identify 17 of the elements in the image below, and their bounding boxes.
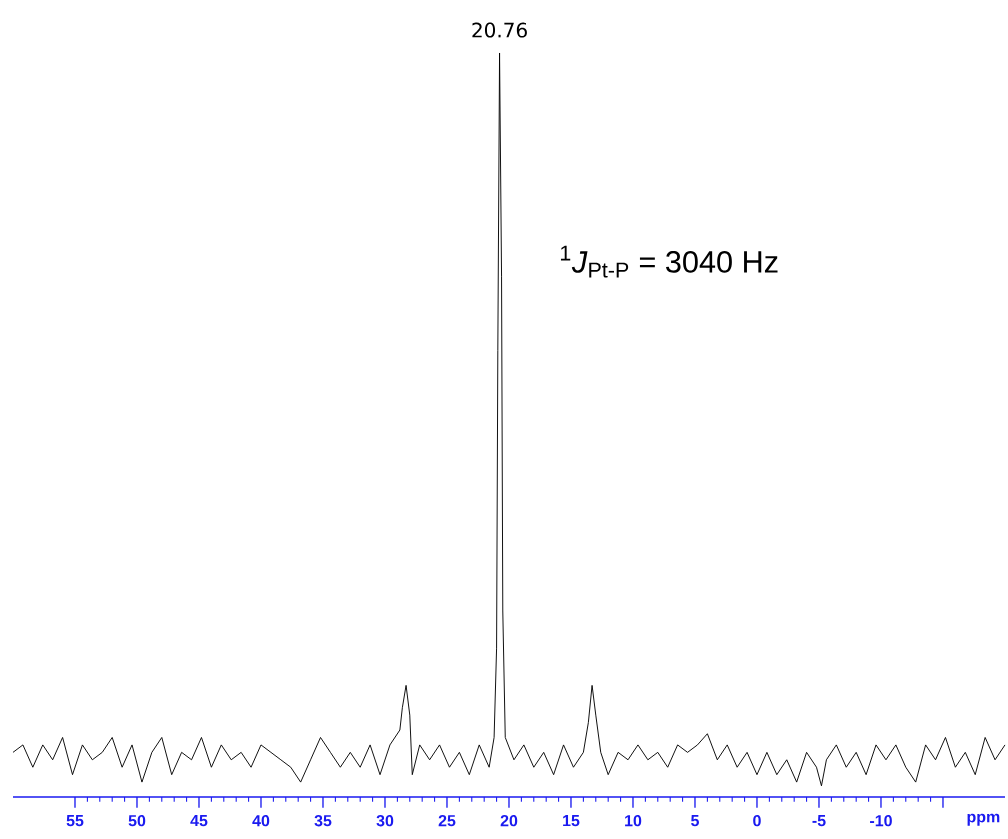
x-tick-label: 30 [376,815,394,827]
annotation: 20.76 [472,22,527,38]
x-tick-label: 55 [66,815,84,827]
x-tick-label: 35 [314,815,332,827]
x-tick-label: -5 [812,815,826,827]
x-tick-label: 50 [128,815,146,827]
x-tick-label: 0 [753,815,761,827]
x-tick-label: 45 [190,815,208,827]
x-tick-label: 40 [252,815,270,827]
x-tick-label: -10 [870,815,892,827]
x-tick-label: 25 [438,815,456,827]
x-axis-title: ppm [967,813,1000,826]
x-tick-label: 20 [500,815,518,827]
annotation: $^{1}$J$_{Pt-P}$ = 3040 Hz [560,245,778,278]
x-tick-label: 10 [625,815,642,827]
x-tick-label: 15 [563,815,580,827]
x-tick-label: 5 [691,815,699,827]
